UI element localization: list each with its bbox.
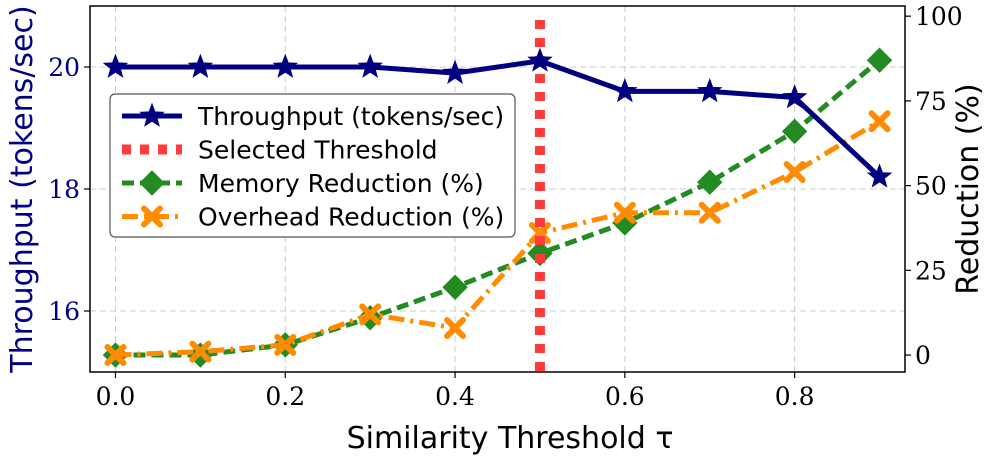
y-axis-label-right: Reduction (%) [951, 83, 986, 294]
overhead-reduction-point [189, 340, 212, 363]
y-axis-label-left: Throughput (tokens/sec) [5, 5, 40, 373]
throughput-tokens-sec-point [696, 77, 723, 103]
legend-marker [141, 205, 163, 228]
legend-marker [139, 170, 165, 196]
throughput-tokens-sec-point [442, 59, 468, 84]
memory-reduction-point [697, 169, 723, 195]
throughput-tokens-sec-point [527, 47, 553, 72]
memory-reduction-point [866, 47, 893, 73]
right-tick-label: 0 [915, 341, 931, 370]
legend-label: Overhead Reduction (%) [198, 203, 504, 232]
left-tick-label: 20 [48, 53, 80, 82]
legend-item: Memory Reduction (%) [122, 169, 484, 198]
legend-item: Selected Threshold [122, 136, 438, 165]
overhead-reduction-line [115, 119, 881, 358]
right-tick-label: 25 [915, 256, 947, 285]
x-tick-label: 0.0 [96, 382, 136, 411]
left-tick-label: 16 [48, 297, 80, 326]
right-axis-ticks: 0 25 50 75 100 [905, 2, 963, 370]
throughput-tokens-sec-point [612, 77, 638, 103]
memory-reduction-point [442, 274, 468, 300]
throughput-tokens-sec-point [866, 163, 893, 188]
legend-item: Throughput (tokens/sec) [122, 102, 504, 131]
overhead-reduction-point [613, 201, 636, 224]
overhead-reduction-point [783, 161, 806, 184]
x-axis-label: Similarity Threshold τ [347, 421, 674, 456]
legend-item: Overhead Reduction (%) [122, 203, 504, 232]
series-layer [102, 20, 893, 372]
overhead-reduction-point [528, 222, 551, 245]
throughput-tokens-sec-point [272, 53, 299, 78]
right-tick-label: 50 [915, 172, 947, 201]
left-axis-ticks: 16 18 20 [48, 53, 90, 326]
legend-label: Throughput (tokens/sec) [197, 102, 504, 131]
legend: Throughput (tokens/sec) Selected Threshol… [109, 93, 516, 238]
right-tick-label: 100 [915, 2, 963, 31]
overhead-reduction-point [104, 344, 127, 367]
throughput-tokens-sec-point [187, 53, 214, 78]
x-tick-label: 0.2 [265, 382, 305, 411]
x-axis-ticks: 0.0 0.2 0.4 0.6 0.8 [96, 372, 815, 411]
x-tick-label: 0.8 [775, 382, 815, 411]
throughput-tokens-sec-point [781, 84, 808, 109]
legend-box [109, 93, 516, 238]
memory-reduction-point [781, 118, 808, 145]
overhead-reduction-point [274, 333, 297, 356]
legend-marker [139, 102, 165, 127]
legend-label: Selected Threshold [198, 136, 438, 165]
overhead-reduction-point [868, 110, 891, 133]
throughput-tokens-sec-point [102, 53, 129, 78]
overhead-reduction-point [698, 201, 721, 224]
left-tick-label: 18 [48, 175, 80, 204]
x-tick-label: 0.6 [605, 382, 645, 411]
throughput-tokens-sec-line [115, 58, 882, 179]
overhead-reduction-point [359, 303, 382, 326]
legend-label: Memory Reduction (%) [198, 169, 484, 198]
overhead-reduction-point [444, 316, 467, 339]
x-tick-label: 0.4 [435, 382, 475, 411]
throughput-tokens-sec-point [357, 53, 383, 78]
right-tick-label: 75 [915, 87, 947, 116]
memory-reduction-point [527, 240, 553, 267]
